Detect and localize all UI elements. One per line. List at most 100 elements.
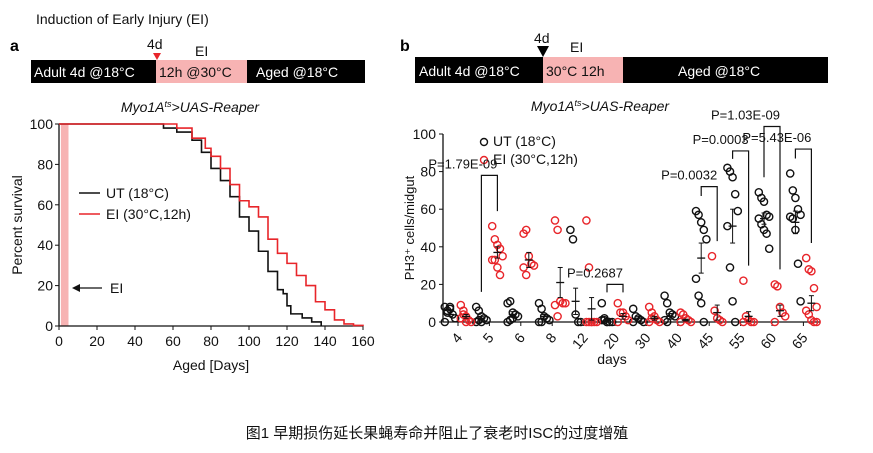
significance-bracket (732, 150, 750, 266)
ei-data-point (521, 270, 531, 280)
legend-label: EI (30°C,12h) (106, 206, 191, 222)
p-value-label: P=1.03E-09 (711, 107, 780, 122)
ei-data-point (487, 255, 497, 265)
p-value-label: P=0.0032 (661, 168, 717, 183)
x-tick-label: 40 (663, 329, 685, 351)
ei-data-point (558, 298, 568, 308)
ei-data-point (521, 225, 531, 235)
ut-data-point (537, 317, 546, 327)
x-tick-label: 100 (237, 333, 261, 349)
timeline-seg-ei (156, 60, 247, 83)
x-tick-label: 5 (479, 329, 496, 345)
ei-data-point (812, 302, 821, 312)
timeline-label-ei: 12h @30°C (159, 64, 232, 80)
x-tick-label: 55 (726, 329, 748, 351)
ei-data-point (809, 317, 819, 327)
ut-data-point (573, 317, 583, 327)
ei-data-point (812, 317, 821, 327)
x-tick-label: 6 (511, 329, 528, 345)
timeline-seg-aged (623, 57, 828, 83)
x-tick-label: 4 (448, 329, 465, 345)
ei-data-point (655, 317, 664, 327)
ut-data-point (702, 234, 711, 244)
ut-data-point (513, 312, 523, 321)
ei-data-point (739, 317, 748, 327)
ut-data-point (537, 304, 546, 314)
timeline-label-aged: Aged @18°C (256, 64, 338, 80)
ei-data-point (718, 317, 727, 327)
ei-data-point (676, 317, 685, 327)
y-tick-label: 20 (420, 276, 436, 292)
p-value-label: P=0.0003 (693, 132, 749, 147)
ei-data-point (809, 283, 819, 293)
panel-b-letter: b (400, 38, 410, 55)
x-tick-label: 140 (313, 333, 337, 349)
ei-data-point (490, 255, 500, 265)
legend-label: UT (18°C) (106, 185, 169, 201)
ut-data-point (699, 225, 709, 235)
ei-data-point (498, 251, 507, 261)
y-tick-label: 100 (413, 126, 437, 142)
x-tick-label: 120 (275, 333, 299, 349)
ut-data-point (788, 186, 798, 195)
arrow-head-icon (72, 284, 80, 292)
ut-data-point (534, 317, 544, 327)
y-axis-label: Percent survival (9, 175, 25, 275)
x-tick-label: 0 (55, 333, 63, 349)
ut-data-point (662, 298, 672, 308)
y-tick-label: 40 (37, 237, 53, 253)
ut-data-point (445, 302, 455, 312)
ut-data-point (764, 244, 774, 253)
ut-data-point (791, 193, 800, 203)
significance-bracket (480, 174, 498, 292)
ut-data-point (696, 218, 706, 227)
ut-data-point (725, 263, 735, 272)
panel-a-letter: a (10, 38, 19, 55)
ut-data-point (699, 317, 709, 327)
ei-data-point (807, 266, 816, 276)
ut-data-point (728, 172, 737, 182)
marker-triangle-icon (537, 46, 549, 57)
x-tick-label: 80 (203, 333, 219, 349)
ei-data-point (582, 317, 591, 327)
y-tick-label: 40 (420, 239, 436, 255)
y-tick-label: 60 (420, 201, 436, 217)
y-tick-label: 80 (420, 164, 436, 180)
timeline-seg-aged (247, 60, 365, 83)
ei-data-point (553, 225, 562, 235)
x-tick-label: 65 (788, 329, 810, 351)
legend-marker (479, 137, 489, 147)
y-tick-label: 100 (30, 116, 54, 132)
x-tick-label: 45 (694, 329, 716, 351)
ut-data-point (568, 234, 578, 244)
ut-data-point (796, 297, 805, 306)
y-tick-label: 80 (37, 156, 53, 172)
timeline-seg-adult (31, 60, 156, 83)
ut-data-point (764, 212, 774, 222)
ut-data-point (597, 298, 607, 308)
ei-data-point (582, 216, 591, 225)
ut-data-point (696, 298, 706, 308)
p-value-label: P=1.79E-09 (428, 156, 497, 171)
ut-data-point (628, 317, 638, 327)
x-axis-label: days (597, 351, 627, 367)
ei-shaded-band (60, 124, 69, 326)
ei-data-point (487, 221, 497, 231)
ut-data-point (566, 225, 575, 235)
ei-data-point (550, 300, 560, 310)
y-tick-label: 20 (37, 278, 53, 294)
y-tick-label: 0 (428, 314, 436, 330)
ut-data-point (793, 259, 803, 269)
ei-data-point (739, 276, 748, 285)
x-tick-label: 20 (600, 329, 622, 351)
ei-data-point (801, 253, 811, 263)
x-tick-label: 160 (351, 333, 375, 349)
ei-data-point (770, 317, 780, 327)
ut-data-point (759, 197, 769, 206)
ei-data-point (495, 270, 505, 280)
panel-b-genotype: Myo1Ats>UAS-Reaper (531, 98, 670, 114)
ei-data-point (749, 317, 759, 327)
legend-label: UT (18°C) (493, 133, 556, 149)
ut-data-point (762, 229, 771, 238)
